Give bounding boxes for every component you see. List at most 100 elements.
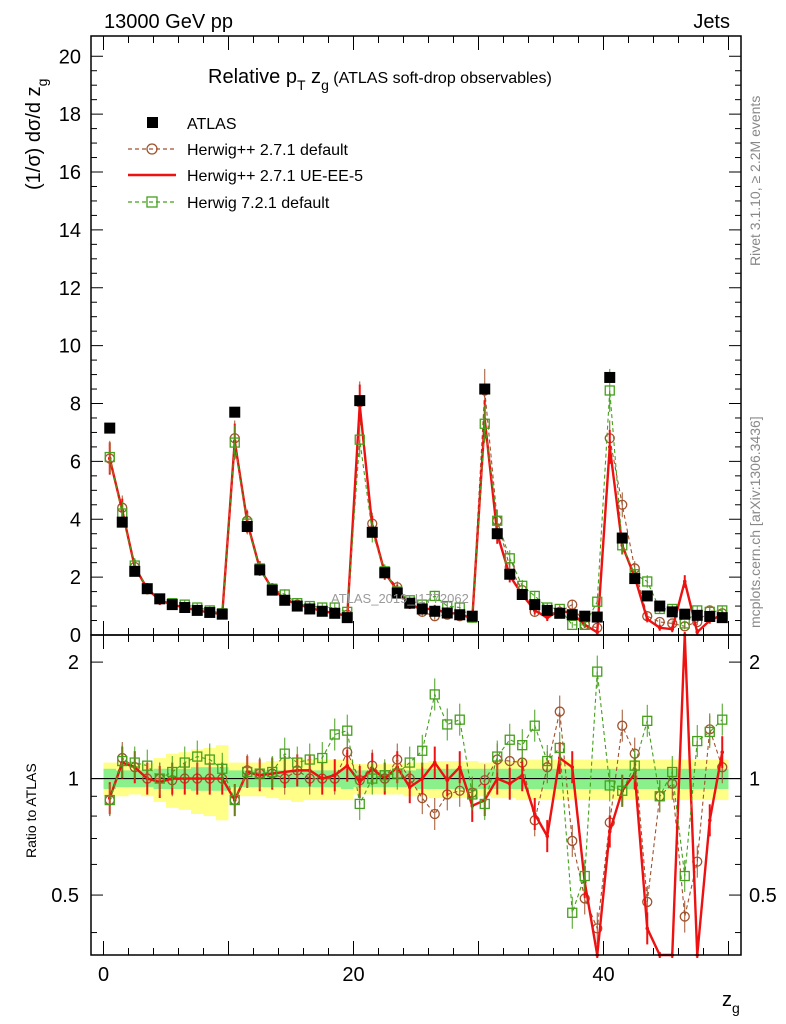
ratio-point-herwig-7-2-1-default [142,760,153,771]
atlas-data-point [204,606,216,618]
main-point-herwig-2-7-1-ue-ee-5 [595,630,600,634]
ratio-point-herwig-2-7-1-ue-ee-5 [407,785,412,790]
x-tick-label: 20 [342,964,364,986]
ratio-point-herwig-7-2-1-default [654,791,665,802]
ratio-y-tick-label: 2 [68,652,79,674]
ratio-point-herwig-7-2-1-default [554,742,565,754]
ratio-point-herwig-2-7-1-ue-ee-5 [720,750,725,754]
ratio-point-herwig-2-7-1-ue-ee-5 [282,770,287,774]
plot-title-part-5: (ATLAS soft-drop observables) [329,70,552,87]
ratio-point-herwig-7-2-1-default [229,794,240,806]
ratio-point-herwig-7-2-1-default [192,751,203,762]
ratio-point-herwig-7-2-1-default [342,725,353,736]
ratio-point-herwig-7-2-1-default [717,714,728,725]
ratio-point-herwig-7-2-1-default [379,770,390,781]
main-y-tick-label: 8 [70,394,81,416]
atlas-data-point [679,608,691,620]
atlas-data-point [666,606,678,618]
atlas-data-point [254,564,266,576]
ratio-point-herwig-2-7-1-ue-ee-5 [445,778,450,783]
main-point-herwig-7-2-1-default [642,576,653,587]
main-point-herwig-7-2-1-default [567,619,578,631]
atlas-data-point [454,609,466,621]
legend-label-atlas: ATLAS [187,116,237,133]
ratio-point-herwig-2-7-1-ue-ee-5 [607,829,612,834]
analysis-watermark: ATLAS_2019_I1772062 [331,591,469,606]
main-line-herwig-7-2-1-default [109,390,723,626]
ratio-line-herwig-7-2-1-default [109,671,723,913]
ratio-point-herwig-7-2-1-default [117,755,128,767]
main-y-tick-label: 10 [59,336,81,358]
ratio-point-herwig-7-2-1-default [279,748,290,759]
ratio-point-herwig-2-7-1-ue-ee-5 [345,763,350,768]
ratio-point-herwig-2-7-1-ue-ee-5 [570,765,575,770]
main-y-tick-label: 0 [70,625,81,647]
ratio-y-tick-label-right: 0.5 [749,885,777,907]
ratio-point-herwig-7-2-1-default [404,757,415,768]
ratio-point-herwig-7-2-1-default [304,754,315,765]
main-y-tick-label: 4 [70,509,81,531]
plot-title: Relative pT zg (ATLAS soft-drop observab… [208,66,552,93]
atlas-data-point [616,532,628,544]
ratio-point-herwig-2-7-1-ue-ee-5 [532,812,537,816]
header-right-label: Jets [693,11,730,33]
atlas-data-point [429,605,441,617]
ratio-panel-frame [90,634,742,956]
legend-marker-atlas [147,117,158,128]
main-point-herwig-7-2-1-default [492,515,503,526]
ratio-point-herwig-2-7-1-default [454,785,465,796]
ratio-point-herwig-2-7-1-default [567,835,578,847]
panel-frames [90,35,742,956]
atlas-data-point [366,526,378,538]
atlas-data-point [704,610,716,622]
main-y-axis-label-part-2: g [34,79,50,87]
ratio-point-herwig-7-2-1-default [254,768,265,779]
atlas-data-point [541,604,553,616]
atlas-data-point [279,594,291,606]
ratio-point-herwig-2-7-1-ue-ee-5 [457,765,462,770]
main-point-herwig-7-2-1-default [604,385,615,396]
main-y-tick-label: 14 [59,220,81,242]
legend-label-herwigpp-default: Herwig++ 2.7.1 default [187,142,349,159]
main-point-herwig-2-7-1-ue-ee-5 [607,445,612,449]
ratio-point-herwig-2-7-1-ue-ee-5 [707,818,712,823]
ratio-point-herwig-2-7-1-default [642,896,653,908]
main-point-herwig-7-2-1-default [592,596,603,607]
ratio-point-herwig-7-2-1-default [367,773,378,784]
atlas-data-point [154,593,166,605]
ratio-point-herwig-7-2-1-default [592,666,603,677]
ratio-point-herwig-7-2-1-default [642,715,653,726]
main-point-herwig-2-7-1-ue-ee-5 [682,579,687,584]
atlas-data-point [141,583,153,595]
legend-marker-herwigpp-default [146,143,158,155]
ratio-point-herwig-7-2-1-default [517,740,528,751]
main-point-herwig-7-2-1-default [354,434,365,445]
x-axis-label-part-2: g [732,1000,740,1016]
plot-title-part-4: g [321,77,329,93]
atlas-data-point [116,516,128,528]
main-y-axis-label-part-1: (1/σ) dσ/d z [23,86,45,190]
ratio-point-herwig-7-2-1-default [542,755,553,767]
legend-label-herwigpp-ueee5: Herwig++ 2.7.1 UE-EE-5 [187,168,363,185]
ratio-point-herwig-7-2-1-default [317,752,328,764]
atlas-data-point [604,371,616,383]
atlas-data-point [654,600,666,612]
legend-marker-herwig721 [146,196,158,208]
atlas-data-point [329,607,341,619]
atlas-data-point [104,422,116,434]
atlas-data-point [529,599,541,611]
ratio-y-tick-label-right: 1 [749,769,760,791]
ratio-point-herwig-2-7-1-ue-ee-5 [420,776,425,781]
ratio-point-herwig-2-7-1-ue-ee-5 [507,781,512,786]
main-y-axis-label: (1/σ) dσ/d zg [23,79,50,190]
ratio-point-herwig-7-2-1-default [429,689,440,700]
atlas-data-point [504,568,516,580]
atlas-data-point [566,609,578,621]
ratio-point-herwig-7-2-1-default [267,766,278,778]
atlas-data-point [479,383,491,395]
ratio-point-herwig-7-2-1-default [454,714,465,725]
atlas-data-point [629,573,641,585]
atlas-data-point [466,610,478,622]
atlas-data-point [416,603,428,615]
